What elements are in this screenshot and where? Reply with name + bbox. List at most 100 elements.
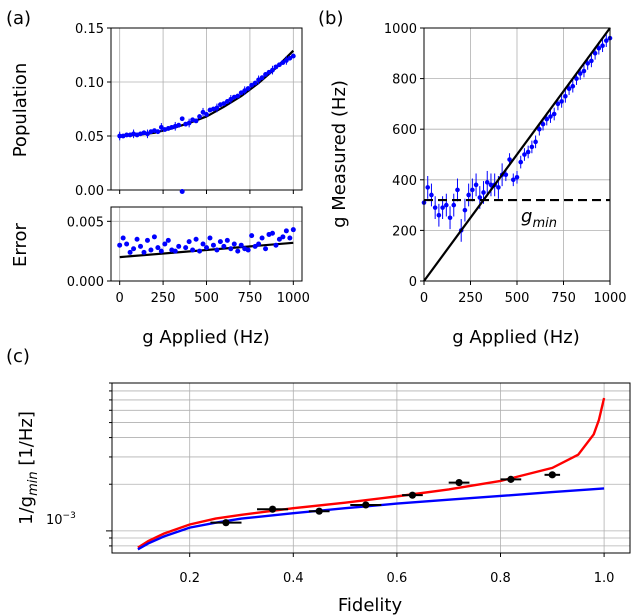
a-bot-point [235, 248, 241, 254]
a-bot-point [200, 241, 206, 247]
b-xtick-label: 1000 [593, 291, 626, 306]
b-xtick-label: 750 [551, 291, 576, 306]
a-top-point [176, 122, 182, 128]
a-bot-ytick-label: 0.000 [67, 275, 104, 290]
c-point [408, 491, 417, 499]
a-bot-point [183, 245, 189, 251]
c-blue-curve [137, 487, 605, 551]
b-point [566, 86, 572, 92]
b-point [596, 45, 602, 51]
b-point [447, 215, 453, 221]
a-top-point [242, 88, 248, 94]
a-top-point [263, 72, 268, 77]
a-bot-point [224, 237, 230, 243]
a-bot-point [287, 235, 293, 241]
a-top-point [193, 118, 199, 124]
a-top-point [145, 131, 150, 137]
a-top-point [155, 129, 161, 135]
a-top-point [204, 112, 209, 117]
a-top-point [273, 64, 279, 70]
b-point [603, 38, 609, 43]
panel-a-top-ylabel: Population [10, 63, 31, 158]
a-top-point [221, 101, 227, 106]
c-xtick-label: 0.6 [387, 571, 408, 586]
a-bot-xtick-label: 250 [151, 291, 176, 306]
c-point [362, 501, 370, 509]
a-bot-point [249, 233, 255, 239]
b-point [462, 207, 468, 213]
a-top-point [235, 93, 241, 99]
c-point [222, 519, 230, 527]
a-top-point [270, 67, 275, 73]
a-bot-point [131, 246, 137, 252]
a-top-point [290, 53, 296, 59]
a-bot-point [165, 237, 171, 243]
a-bot-xtick-label: 0 [116, 291, 124, 306]
b-point [548, 114, 553, 119]
b-point [585, 61, 590, 66]
b-point [522, 152, 527, 157]
a-bot-point [259, 235, 265, 241]
a-bot-point [197, 248, 203, 254]
c-point [315, 507, 323, 515]
a-top-point [249, 82, 255, 88]
a-bot-point [263, 246, 269, 252]
a-bot-point [158, 248, 164, 254]
panel-b-label: (b) [318, 8, 343, 29]
a-bot-xtick-label: 500 [194, 291, 219, 306]
panel-b-xlabel: g Applied (Hz) [452, 327, 580, 348]
a-bot-point [193, 236, 199, 242]
b-point [503, 172, 509, 178]
b-ytick-label: 800 [392, 73, 417, 88]
b-point [577, 71, 583, 76]
b-point [592, 51, 598, 56]
a-bot-point [141, 249, 147, 255]
a-top-point [124, 132, 130, 138]
a-top-point [197, 114, 202, 119]
a-bot-point [124, 241, 130, 247]
b-point [544, 116, 550, 122]
b-point [581, 68, 587, 74]
b-point [537, 126, 542, 132]
b-point [518, 159, 524, 165]
a-top-point [224, 99, 230, 104]
a-top-ytick-label: 0.10 [75, 76, 104, 91]
a-top-point [283, 58, 289, 63]
a-bot-point [210, 242, 216, 248]
panel-a-top-plot: 0.00 0.05 0.10 0.15 [75, 22, 303, 199]
a-bot-point [280, 234, 286, 240]
b-point [555, 101, 561, 107]
a-bot-point [138, 243, 144, 249]
a-bot-point [204, 245, 209, 251]
a-top-point [214, 105, 220, 111]
b-point [440, 205, 445, 210]
b-point [425, 185, 431, 190]
a-bot-point [151, 234, 157, 240]
a-bot-point [245, 247, 251, 253]
a-bot-point [117, 242, 123, 248]
panel-c-plot: 0.2 0.4 0.6 0.8 1.0 [106, 382, 631, 586]
panel-a-bottom-ylabel: Error [10, 222, 31, 266]
b-point [525, 149, 531, 155]
panel-b-plot: 0 250 500 750 1000 0 200 400 600 800 1000 [384, 22, 627, 306]
a-bot-point [221, 243, 227, 249]
a-bot-point [283, 228, 289, 234]
c-point [455, 478, 463, 487]
a-bot-point [228, 246, 234, 252]
c-xtick-label: 0.2 [179, 571, 200, 586]
a-top-point [158, 124, 164, 130]
b-ytick-label: 200 [392, 224, 417, 239]
a-top-ytick-label: 0.15 [75, 22, 104, 37]
a-bot-point [176, 243, 182, 249]
b-ytick-label: 400 [392, 174, 417, 189]
a-bot-point [127, 249, 133, 255]
c-xtick-label: 0.8 [490, 571, 511, 586]
b-point [466, 192, 471, 198]
a-bot-point [231, 241, 237, 247]
a-bot-point [155, 245, 161, 251]
b-xtick-label: 500 [505, 291, 530, 306]
a-bot-point [269, 230, 275, 236]
a-bot-point [134, 236, 140, 242]
panel-c-frame [111, 382, 631, 554]
